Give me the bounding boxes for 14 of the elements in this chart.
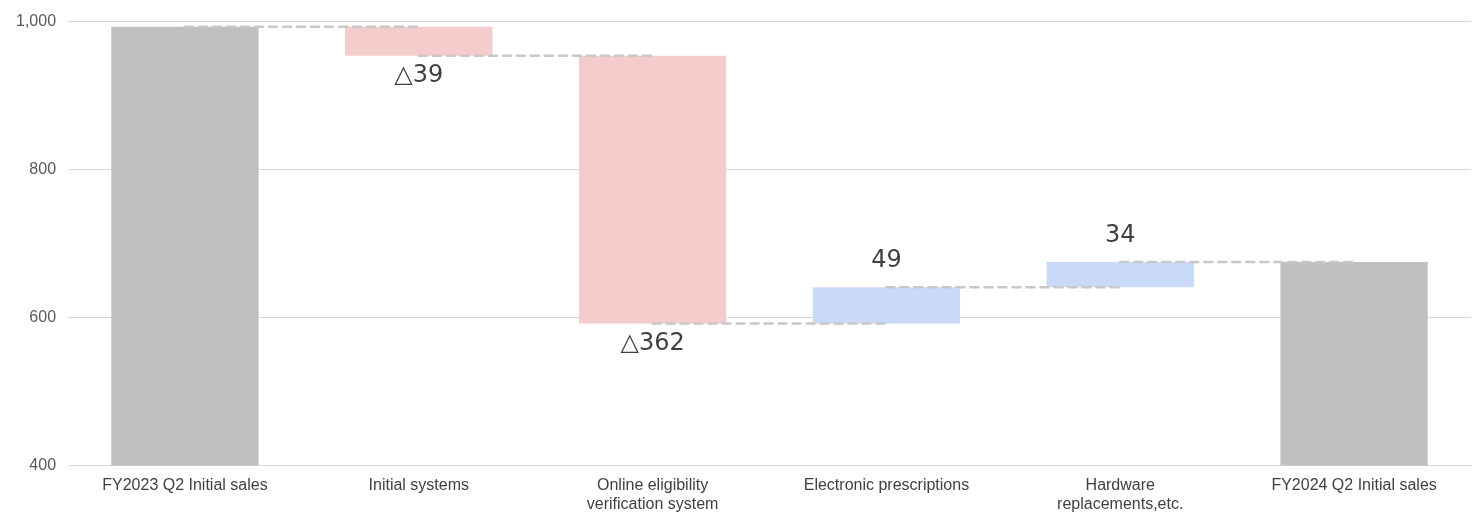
y-tick-label: 800 xyxy=(29,160,57,178)
x-tick-label: Hardware replacements,etc. xyxy=(1057,475,1184,512)
x-tick-label: FY2023 Q2 Initial sales xyxy=(102,475,268,493)
data-label: 49 xyxy=(871,245,902,274)
x-tick-label: FY2024 Q2 Initial sales xyxy=(1271,475,1437,493)
data-label: △362 xyxy=(620,327,685,356)
x-tick-label: Online eligibility verification system xyxy=(586,475,719,512)
y-tick-label: 600 xyxy=(29,308,57,326)
y-tick-label: 1,000 xyxy=(15,12,57,30)
data-label: △39 xyxy=(394,59,444,88)
x-tick-label: Initial systems xyxy=(368,475,470,493)
data-label: 34 xyxy=(1104,220,1136,249)
y-tick-label: 400 xyxy=(29,456,57,474)
x-tick-label: Electronic prescriptions xyxy=(803,475,970,493)
